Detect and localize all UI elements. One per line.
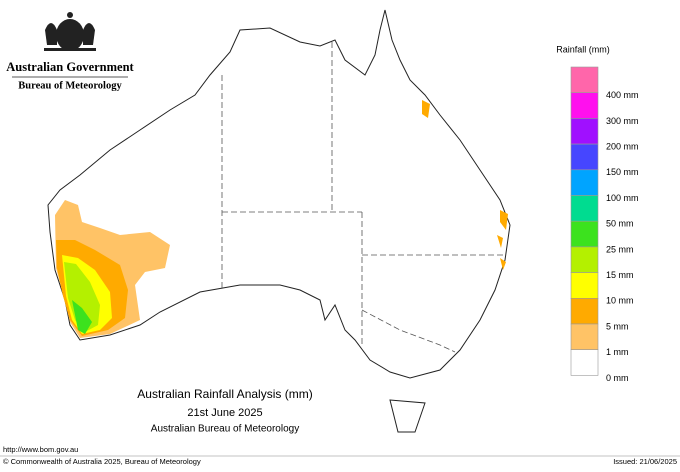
map	[47, 9, 511, 433]
title-line-2: 21st June 2025	[187, 407, 262, 419]
legend-swatch	[570, 246, 599, 273]
legend-label: 400 mm	[606, 90, 639, 100]
legend-swatch	[570, 272, 599, 299]
legend-label: 25 mm	[606, 244, 634, 254]
mainland	[47, 9, 511, 379]
legend-swatch	[570, 297, 599, 325]
tasmania	[389, 399, 426, 433]
crest	[44, 12, 96, 51]
title-line-1: Australian Rainfall Analysis (mm)	[137, 387, 312, 401]
legend-swatch	[570, 220, 599, 248]
legend-swatch	[570, 143, 599, 171]
footer-copyright: © Commonwealth of Australia 2025, Bureau…	[3, 457, 201, 466]
rain-25mm	[72, 300, 92, 334]
legend-swatch	[570, 195, 599, 222]
rain-15mm	[64, 262, 100, 332]
legend-swatch	[570, 118, 599, 145]
legend-label: 200 mm	[606, 141, 639, 151]
legend-label: 0 mm	[606, 373, 629, 383]
legend-swatch	[570, 92, 599, 119]
government-name: Australian Government	[6, 60, 134, 74]
legend: 400 mm 300 mm 200 mm 150 mm 100 mm 50 mm 25 mm…	[570, 66, 639, 383]
legend-label: 100 mm	[606, 193, 639, 203]
legend-label: 10 mm	[606, 296, 634, 306]
legend-swatch	[570, 66, 599, 94]
legend-swatch	[570, 323, 599, 351]
title-line-3: Australian Bureau of Meteorology	[151, 424, 299, 435]
legend-label: 50 mm	[606, 219, 634, 229]
legend-label: 1 mm	[606, 347, 629, 357]
legend-label: 15 mm	[606, 270, 634, 280]
legend-label: 150 mm	[606, 167, 639, 177]
footer-url: http://www.bom.gov.au	[3, 445, 78, 454]
state-border	[361, 309, 456, 353]
legend-swatch	[570, 169, 599, 196]
legend-title: Rainfall (mm)	[556, 44, 610, 54]
legend-label: 5 mm	[606, 321, 629, 331]
legend-label: 300 mm	[606, 116, 639, 126]
agency-name: Bureau of Meteorology	[18, 80, 122, 91]
footer-issued: Issued: 21/06/2025	[613, 457, 677, 466]
legend-swatch	[570, 349, 599, 376]
